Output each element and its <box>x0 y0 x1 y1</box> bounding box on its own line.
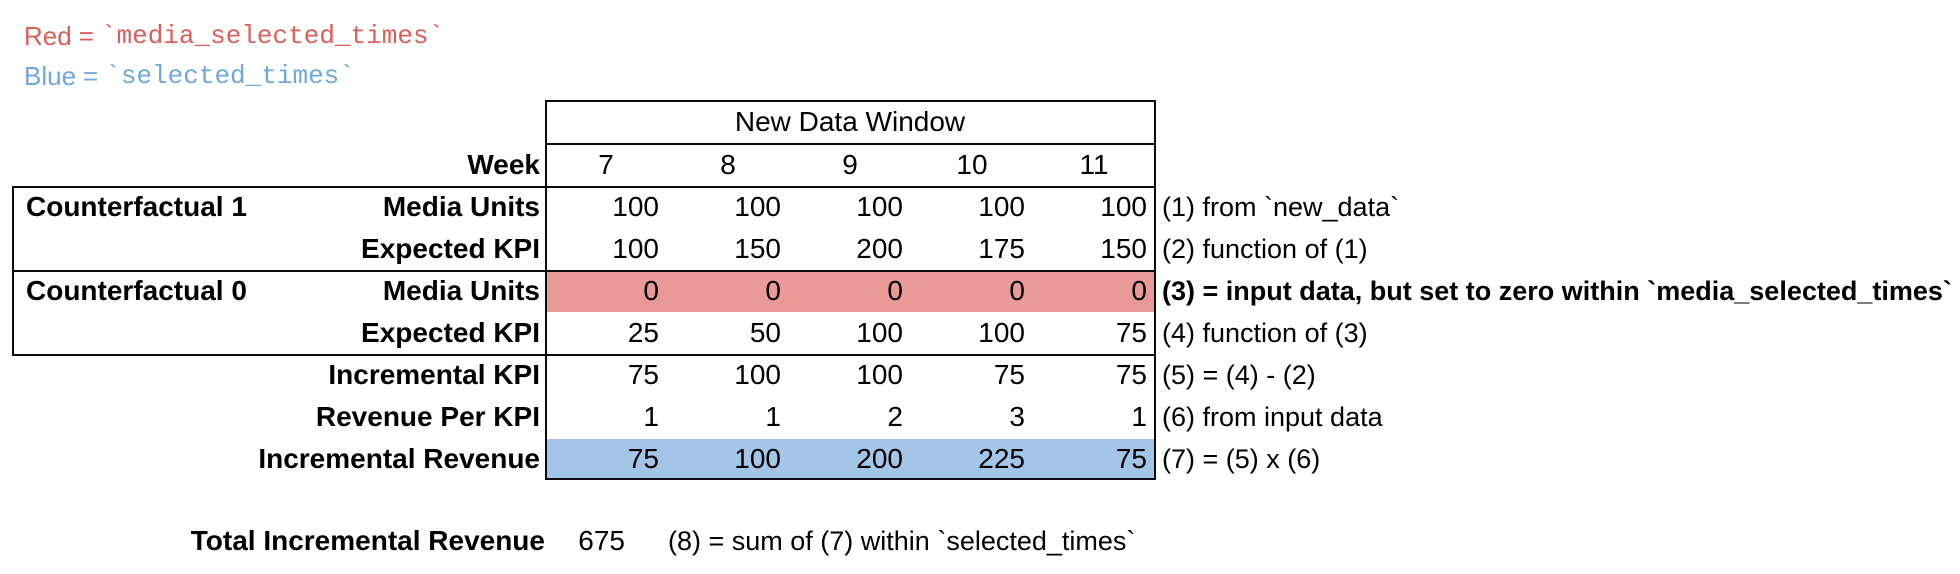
value-cell: 100 <box>734 443 781 474</box>
value-cell: 100 <box>856 317 903 348</box>
value-cell: 25 <box>627 317 659 348</box>
group-label: Counterfactual 1 <box>26 191 247 222</box>
legend: Red = `media_selected_times` Blue = `selecte… <box>24 16 444 96</box>
week-label: Week <box>467 148 540 180</box>
value-cell: 3 <box>1009 401 1025 432</box>
table-header-new-data-window: New Data Window <box>734 105 966 137</box>
legend-red-line: Red = `media_selected_times` <box>24 16 444 56</box>
week-row: Week 7 8 9 10 11 <box>0 143 1960 186</box>
row-label: Media Units <box>382 275 540 306</box>
value-cell: 100 <box>978 191 1025 222</box>
table-row: Counterfactual 0 Media Units 0 0 0 0 0 (3) = in… <box>0 270 1960 312</box>
value-cell: 150 <box>1100 233 1147 264</box>
value-cell: 2 <box>887 401 903 432</box>
row-label: Media Units <box>382 191 540 222</box>
total-label: Total Incremental Revenue <box>190 525 545 556</box>
value-cell: 0 <box>765 275 781 306</box>
value-cell: 100 <box>856 191 903 222</box>
value-cell: 100 <box>612 191 659 222</box>
week-number-10: 10 <box>956 148 988 180</box>
value-cell: 100 <box>856 359 903 390</box>
table-row: Expected KPI 100 150 200 175 150 (2) function … <box>0 228 1960 270</box>
week-number-11: 11 <box>1079 148 1109 180</box>
value-cell: 225 <box>978 443 1025 474</box>
value-cell: 100 <box>1100 191 1147 222</box>
value-cell: 0 <box>1131 275 1147 306</box>
blue-highlight-band <box>546 439 1154 480</box>
value-cell: 1 <box>643 401 659 432</box>
total-value: 675 <box>578 525 625 556</box>
row-label: Expected KPI <box>361 233 540 264</box>
value-cell: 0 <box>643 275 659 306</box>
legend-red-label: Red <box>24 20 72 51</box>
table-row: Incremental KPI 75 100 100 75 75 (5) = (4) - (… <box>0 354 1960 396</box>
value-cell: 175 <box>978 233 1025 264</box>
table-row: Incremental Revenue 75 100 200 225 75 (7) = (5… <box>0 438 1960 480</box>
legend-blue-code: `selected_times` <box>105 61 355 91</box>
value-cell: 75 <box>1115 359 1147 390</box>
total-row: Total Incremental Revenue 675 (8) = sum … <box>0 520 1960 562</box>
row-label: Revenue Per KPI <box>315 401 540 432</box>
table-row: Counterfactual 1 Media Units 100 100 100 100 1… <box>0 186 1960 228</box>
table-row: Expected KPI 25 50 100 100 75 (4) function of … <box>0 312 1960 354</box>
value-cell: 100 <box>734 191 781 222</box>
row-annotation: (4) function of (3) <box>1162 317 1368 348</box>
value-cell: 1 <box>765 401 781 432</box>
legend-blue-equals: = <box>83 60 99 91</box>
row-annotation: (7) = (5) x (6) <box>1162 443 1321 474</box>
value-cell: 200 <box>856 233 903 264</box>
group-label: Counterfactual 0 <box>26 275 247 306</box>
value-cell: 100 <box>734 359 781 390</box>
week-number-8: 8 <box>720 148 736 180</box>
value-cell: 200 <box>856 443 903 474</box>
value-cell: 75 <box>627 443 659 474</box>
legend-blue-line: Blue = `selected_times` <box>24 56 444 96</box>
value-cell: 1 <box>1131 401 1147 432</box>
row-annotation: (2) function of (1) <box>1162 233 1368 264</box>
value-cell: 75 <box>1115 317 1147 348</box>
week-number-7: 7 <box>598 148 614 180</box>
value-cell: 0 <box>1009 275 1025 306</box>
week-number-9: 9 <box>842 148 858 180</box>
legend-red-code: `media_selected_times` <box>100 21 445 51</box>
row-annotation: (1) from `new_data` <box>1162 191 1400 222</box>
value-cell: 0 <box>887 275 903 306</box>
row-annotation: (6) from input data <box>1162 401 1383 432</box>
row-annotation: (3) = input data, but set to zero within… <box>1162 275 1952 306</box>
table-row: Revenue Per KPI 1 1 2 3 1 (6) from input data <box>0 396 1960 438</box>
value-cell: 100 <box>978 317 1025 348</box>
legend-red-equals: = <box>78 20 94 51</box>
value-cell: 75 <box>627 359 659 390</box>
red-highlight-band <box>546 271 1154 312</box>
row-label: Expected KPI <box>361 317 540 348</box>
total-note: (8) = sum of (7) within `selected_times` <box>668 525 1136 556</box>
value-cell: 50 <box>749 317 781 348</box>
row-label: Incremental Revenue <box>258 443 540 474</box>
value-cell: 100 <box>612 233 659 264</box>
legend-blue-label: Blue <box>24 60 77 91</box>
value-cell: 75 <box>1115 443 1147 474</box>
value-cell: 150 <box>734 233 781 264</box>
row-label: Incremental KPI <box>328 359 540 390</box>
value-cell: 75 <box>993 359 1025 390</box>
row-annotation: (5) = (4) - (2) <box>1162 359 1316 390</box>
